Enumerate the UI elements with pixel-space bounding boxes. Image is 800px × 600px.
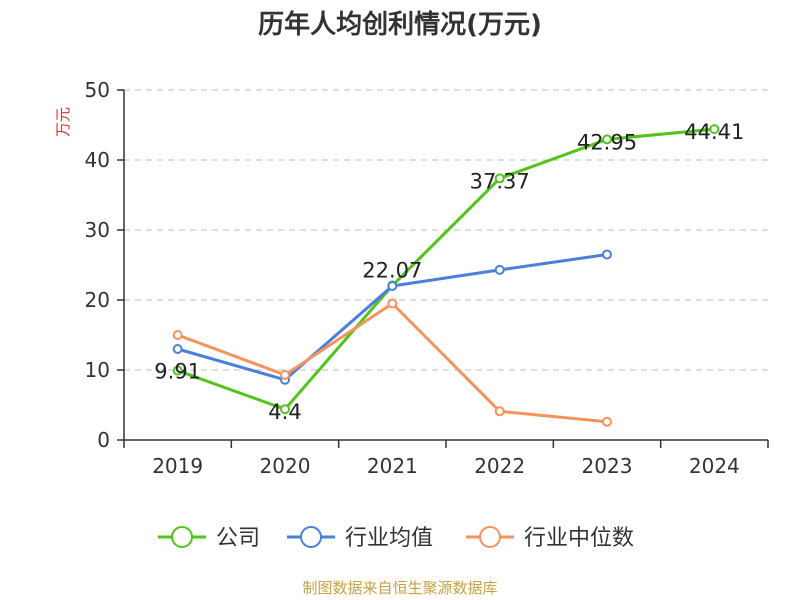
data-point	[494, 173, 505, 184]
data-label: 42.95	[577, 130, 637, 154]
data-point	[602, 134, 612, 145]
data-point	[602, 416, 612, 427]
y-tick-label: 0	[97, 428, 110, 452]
legend-item-1[interactable]: 行业均值	[287, 526, 433, 551]
data-point	[172, 344, 183, 354]
data-label: 4.4	[268, 400, 301, 424]
data-point	[172, 365, 183, 376]
data-label: 44.41	[684, 120, 744, 144]
legend-item-0[interactable]: 公司	[158, 526, 260, 551]
legend-marker	[479, 526, 501, 548]
series-line-0	[177, 127, 715, 411]
data-point	[494, 264, 505, 275]
data-point	[709, 124, 720, 135]
x-tick-label: 2021	[367, 454, 418, 478]
legend-marker	[300, 526, 322, 548]
data-label: 22.07	[362, 259, 422, 283]
x-tick-label: 2024	[689, 454, 740, 478]
data-point	[602, 249, 612, 260]
series-line-2	[177, 302, 608, 424]
chart-title: 历年人均创利情况(万元)	[258, 10, 542, 40]
data-point	[387, 281, 398, 291]
data-labels: 9.91 4.4 22.07 37.37 42.95 44.41	[154, 120, 744, 424]
legend-marker	[171, 526, 193, 548]
data-point	[172, 330, 183, 340]
data-point	[387, 298, 398, 309]
x-tick-label: 2020	[260, 454, 311, 478]
data-point	[494, 406, 505, 417]
source-note: 制图数据来自恒生聚源数据库	[302, 579, 498, 597]
series-lines	[172, 124, 720, 427]
data-point	[280, 369, 290, 380]
data-label: 37.37	[470, 169, 530, 193]
y-tick-label: 50	[85, 78, 110, 102]
x-tick-label: 2022	[474, 454, 525, 478]
data-point	[280, 404, 290, 415]
legend-label: 公司	[216, 526, 260, 551]
legend[interactable]: 公司 行业均值 行业中位数	[158, 526, 634, 551]
x-tick-label: 2019	[152, 454, 203, 478]
y-axis-unit-label: 万元	[54, 107, 72, 137]
y-tick-label: 30	[85, 218, 110, 242]
y-tick-label: 10	[85, 358, 110, 382]
axes: 0 10 20 30 40 50 2019 2020 2021 2022 2023 2024	[85, 78, 769, 478]
legend-label: 行业中位数	[524, 526, 634, 551]
y-tick-label: 20	[85, 288, 110, 312]
x-tick-label: 2023	[582, 454, 633, 478]
data-label: 9.91	[154, 360, 201, 384]
legend-item-2[interactable]: 行业中位数	[466, 526, 634, 551]
y-tick-label: 40	[85, 148, 110, 172]
legend-label: 行业均值	[345, 526, 433, 551]
